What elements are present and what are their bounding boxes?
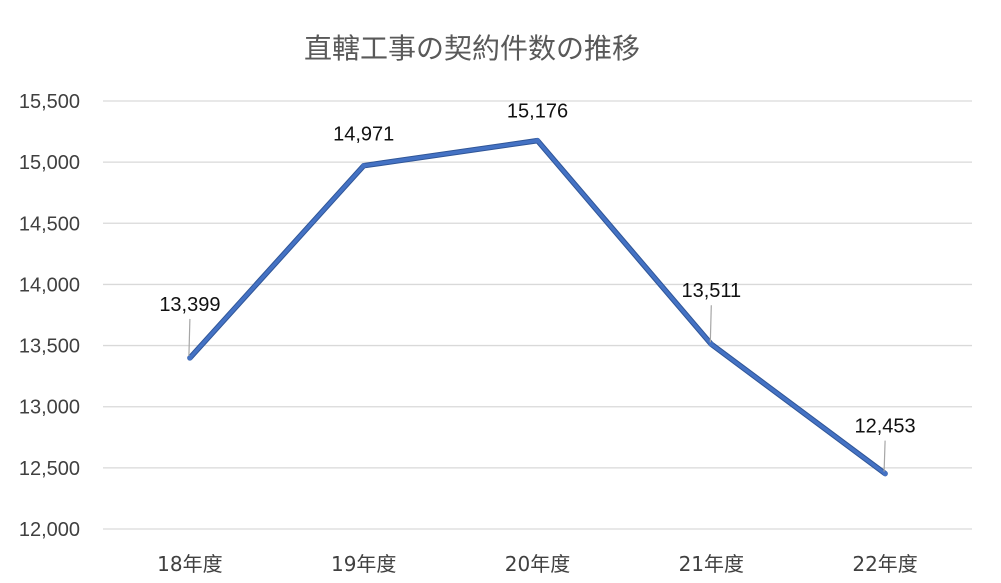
series-layer xyxy=(187,137,888,477)
series-line xyxy=(188,138,887,476)
gridlines xyxy=(103,100,972,530)
y-axis-ticks: 12,000 12,500 13,000 13,500 14,000 14,500 15,0… xyxy=(19,91,80,541)
y-tick-label: 15,000 xyxy=(19,152,80,174)
y-tick-label: 14,000 xyxy=(19,274,80,296)
data-labels: 13,399 14,971 15,176 13,511 12,453 xyxy=(159,101,916,472)
y-tick-label: 13,000 xyxy=(19,397,80,419)
series-line-shadow xyxy=(187,137,888,477)
y-tick-label: 14,500 xyxy=(19,213,80,235)
x-tick-label: 20年度 xyxy=(505,552,570,576)
data-label: 13,511 xyxy=(681,280,741,302)
data-label-leader xyxy=(188,318,191,356)
data-point xyxy=(535,138,540,144)
data-point xyxy=(882,471,888,477)
x-tick-label: 22年度 xyxy=(852,552,917,576)
data-label-leader xyxy=(709,305,712,343)
y-tick-label: 13,500 xyxy=(19,336,80,358)
data-label: 15,176 xyxy=(507,101,568,123)
data-point xyxy=(187,355,193,361)
data-label: 12,453 xyxy=(855,416,916,438)
y-tick-label: 15,500 xyxy=(19,91,80,113)
x-tick-label: 18年度 xyxy=(157,552,222,576)
y-tick-label: 12,000 xyxy=(19,519,80,541)
x-tick-label: 21年度 xyxy=(679,552,744,576)
data-label: 13,399 xyxy=(159,294,220,316)
data-point xyxy=(708,341,714,347)
data-point xyxy=(361,163,367,169)
x-axis-ticks: 18年度 19年度 20年度 21年度 22年度 xyxy=(157,552,918,576)
chart-title: 直轄工事の契約件数の推移 xyxy=(304,32,640,65)
x-tick-label: 19年度 xyxy=(331,552,396,576)
data-label: 14,971 xyxy=(333,124,394,146)
data-label-leader xyxy=(883,440,886,472)
y-tick-label: 12,500 xyxy=(19,458,80,480)
